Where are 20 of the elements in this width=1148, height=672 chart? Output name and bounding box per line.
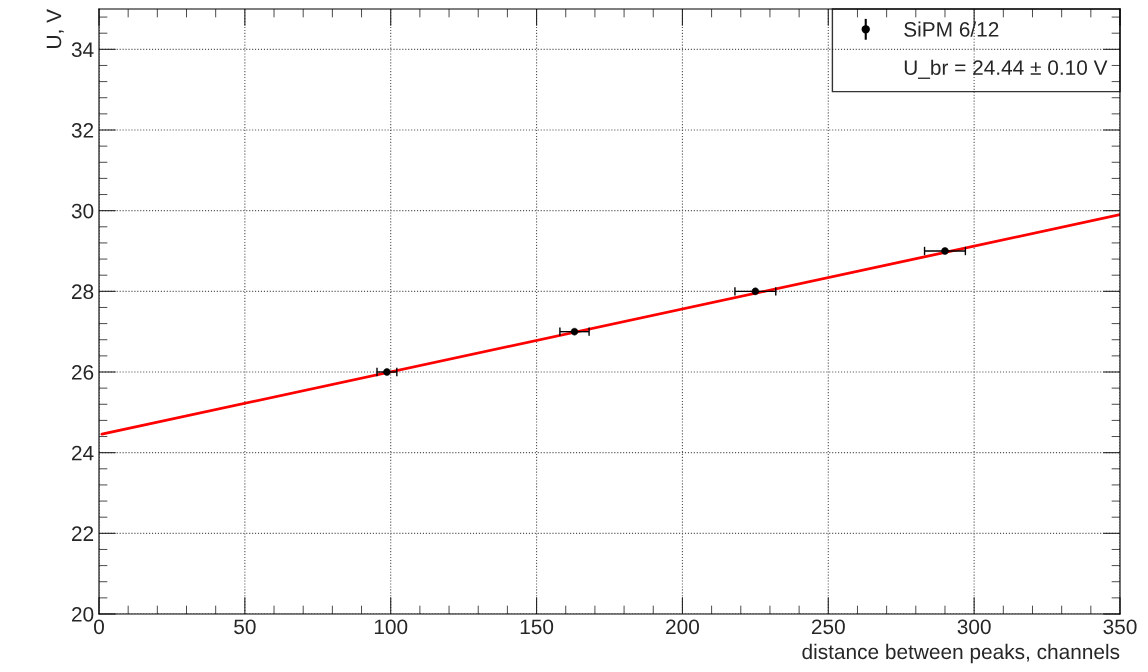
x-tick-label: 200	[666, 619, 699, 635]
x-tick-label: 350	[1103, 619, 1137, 635]
x-axis-title: distance between peaks, channels	[802, 643, 1120, 664]
y-axis-title: U, V	[46, 9, 64, 48]
y-tick-label: 28	[72, 284, 94, 300]
y-tick-label: 24	[72, 445, 94, 461]
x-tick-label: 150	[520, 619, 554, 635]
y-tick-label: 32	[71, 123, 94, 138]
x-tick-label: 250	[811, 619, 845, 635]
annotation: U_br = 24.44 ± 0.10 V	[904, 59, 1108, 79]
x-tick-label: 100	[374, 619, 408, 635]
y-tick-label: 20	[72, 607, 94, 622]
y-tick-label: 34	[71, 42, 94, 58]
y-tick-label: 30	[71, 203, 94, 219]
x-tick-label: 0	[94, 619, 104, 635]
y-tick-label: 26	[72, 365, 94, 380]
x-tick-label: 300	[957, 619, 991, 635]
legend-label: SiPM 6/12	[904, 21, 999, 37]
x-tick-label: 50	[234, 619, 256, 635]
y-tick-label: 22	[72, 526, 94, 541]
